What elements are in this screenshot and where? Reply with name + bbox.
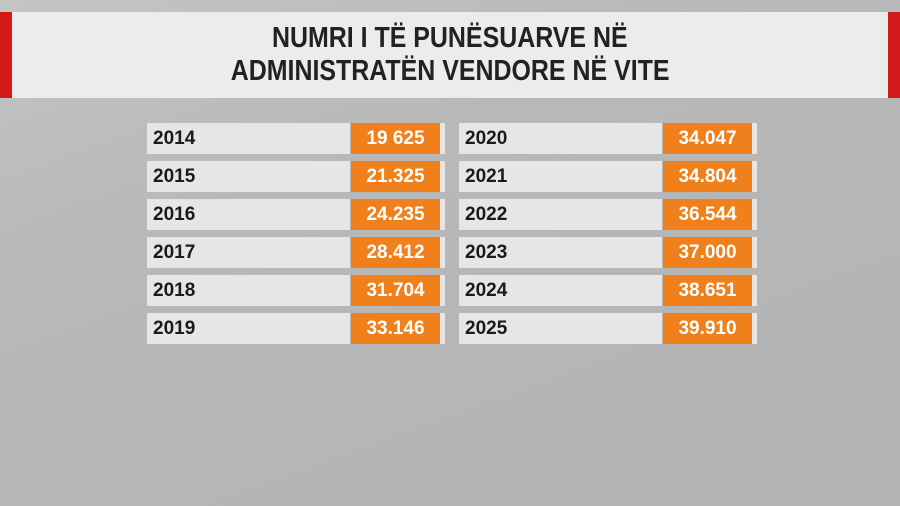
cell-edge — [752, 313, 757, 344]
cell-edge — [752, 237, 757, 268]
cell-edge — [440, 161, 445, 192]
value-cell: 34.804 — [663, 161, 752, 192]
year-cell: 2016 — [147, 199, 350, 230]
year-cell: 2024 — [459, 275, 662, 306]
cell-edge — [440, 313, 445, 344]
year-cell: 2014 — [147, 123, 350, 154]
table-row: 2018 31.704 — [147, 275, 445, 306]
table-row: 2015 21.325 — [147, 161, 445, 192]
cell-edge — [752, 123, 757, 154]
value-cell: 39.910 — [663, 313, 752, 344]
red-edge — [0, 12, 12, 98]
value-cell: 19 625 — [351, 123, 440, 154]
value-cell: 36.544 — [663, 199, 752, 230]
title-bar: NUMRI I TË PUNËSUARVE NË ADMINISTRATËN V… — [12, 12, 888, 98]
year-cell: 2018 — [147, 275, 350, 306]
value-cell: 21.325 — [351, 161, 440, 192]
value-cell: 34.047 — [663, 123, 752, 154]
cell-edge — [440, 123, 445, 154]
table-row: 2023 37.000 — [459, 237, 757, 268]
value-cell: 33.146 — [351, 313, 440, 344]
year-cell: 2023 — [459, 237, 662, 268]
red-edge — [888, 12, 900, 98]
value-cell: 24.235 — [351, 199, 440, 230]
year-cell: 2015 — [147, 161, 350, 192]
cell-edge — [440, 275, 445, 306]
year-cell: 2020 — [459, 123, 662, 154]
value-cell: 31.704 — [351, 275, 440, 306]
table-row: 2016 24.235 — [147, 199, 445, 230]
table-row: 2020 34.047 — [459, 123, 757, 154]
cell-edge — [440, 237, 445, 268]
value-cell: 38.651 — [663, 275, 752, 306]
table-row: 2019 33.146 — [147, 313, 445, 344]
table-row: 2014 19 625 — [147, 123, 445, 154]
table-row: 2025 39.910 — [459, 313, 757, 344]
table-row: 2022 36.544 — [459, 199, 757, 230]
year-cell: 2021 — [459, 161, 662, 192]
year-cell: 2022 — [459, 199, 662, 230]
value-cell: 28.412 — [351, 237, 440, 268]
table-row: 2021 34.804 — [459, 161, 757, 192]
table-row: 2017 28.412 — [147, 237, 445, 268]
cell-edge — [752, 199, 757, 230]
cell-edge — [752, 161, 757, 192]
table-row: 2024 38.651 — [459, 275, 757, 306]
value-cell: 37.000 — [663, 237, 752, 268]
year-cell: 2025 — [459, 313, 662, 344]
year-cell: 2017 — [147, 237, 350, 268]
title-line: ADMINISTRATËN VENDORE NË VITE — [230, 55, 670, 87]
cell-edge — [752, 275, 757, 306]
cell-edge — [440, 199, 445, 230]
year-cell: 2019 — [147, 313, 350, 344]
title-line: NUMRI I TË PUNËSUARVE NË — [272, 22, 628, 54]
